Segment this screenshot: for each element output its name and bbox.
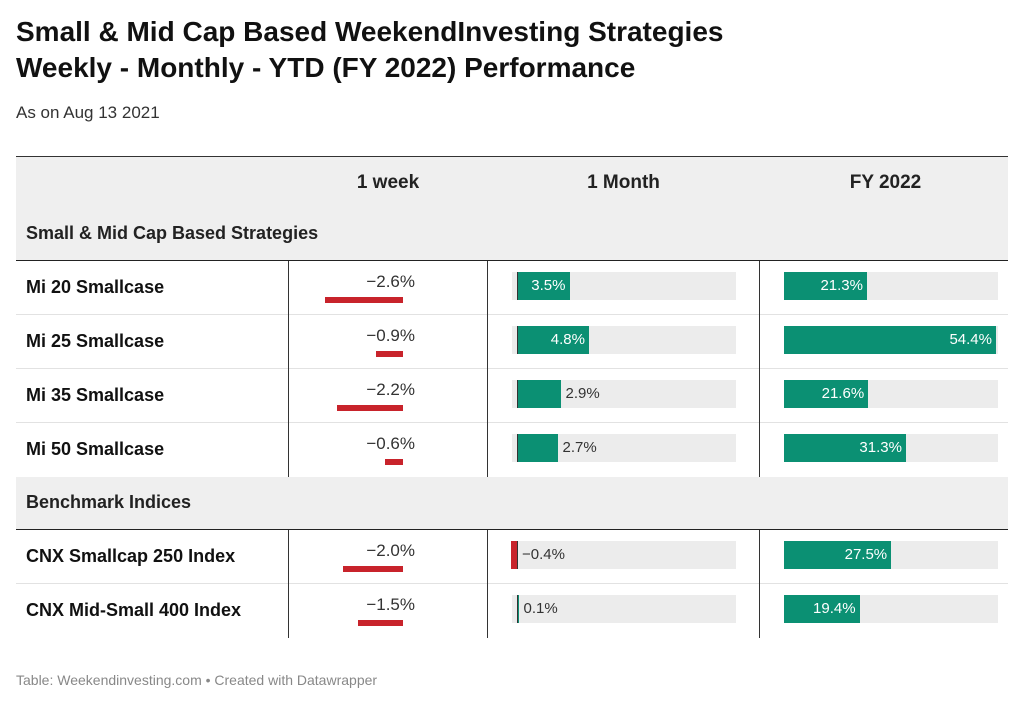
- fy-bar: [784, 380, 869, 408]
- week-bar: [337, 405, 403, 411]
- week-value-label: −1.5%: [366, 595, 415, 614]
- group-header: Benchmark Indices: [16, 477, 1008, 530]
- chart-subtitle: As on Aug 13 2021: [16, 103, 160, 122]
- table-row: CNX Mid-Small 400 Index −1.5% 0.1% 19.4%: [16, 584, 1008, 637]
- month-value-label: 2.7%: [562, 439, 597, 456]
- month-value-label: 4.8%: [550, 331, 585, 348]
- month-axis: [517, 595, 518, 623]
- table-row: CNX Smallcap 250 Index −2.0% −0.4% 27.5%: [16, 530, 1008, 584]
- column-separator: [759, 261, 760, 477]
- row-name: Mi 35 Smallcase: [26, 385, 165, 405]
- month-value-label: 0.1%: [523, 600, 558, 617]
- month-bar-background: [512, 595, 736, 623]
- month-bar: [517, 326, 589, 354]
- month-axis: [517, 326, 518, 354]
- column-separator: [759, 530, 760, 638]
- row-name: Mi 50 Smallcase: [26, 439, 165, 459]
- footer-credit: Table: Weekendinvesting.com • Created wi…: [16, 672, 378, 688]
- week-bar: [358, 620, 403, 626]
- column-separator: [288, 530, 289, 638]
- table-row: Mi 20 Smallcase −2.6% 3.5% 21.3%: [16, 261, 1008, 315]
- table-row: Mi 50 Smallcase −0.6% 2.7% 31.3%: [16, 423, 1008, 476]
- group-label: Small & Mid Cap Based Strategies: [26, 223, 319, 243]
- row-name: Mi 20 Smallcase: [26, 277, 165, 297]
- fy-bar: [784, 272, 867, 300]
- month-value-label: 3.5%: [531, 277, 566, 294]
- month-axis: [517, 380, 518, 408]
- week-value-label: −2.6%: [366, 272, 415, 291]
- week-value-label: −2.0%: [366, 541, 415, 560]
- table-header: 1 week 1 Month FY 2022: [16, 156, 1008, 209]
- month-value-label: 2.9%: [565, 385, 600, 402]
- fy-value-label: 21.6%: [821, 385, 865, 402]
- column-header-week: 1 week: [356, 172, 420, 193]
- chart-title: Small & Mid Cap Based WeekendInvesting S…: [16, 14, 1006, 86]
- row-name: Mi 25 Smallcase: [26, 331, 165, 351]
- column-separator: [487, 530, 488, 638]
- week-bar: [376, 351, 403, 357]
- month-axis: [517, 272, 518, 300]
- week-value-label: −0.6%: [366, 434, 415, 453]
- week-bar: [343, 566, 403, 572]
- month-bar: [517, 272, 570, 300]
- week-bar: [385, 459, 403, 465]
- month-bar: [517, 434, 558, 462]
- group-label: Benchmark Indices: [26, 492, 192, 512]
- fy-bar: [784, 595, 860, 623]
- fy-bar: [784, 326, 996, 354]
- title-line-1: Small & Mid Cap Based WeekendInvesting S…: [16, 16, 724, 47]
- column-header-month: 1 Month: [587, 172, 660, 193]
- row-name: CNX Mid-Small 400 Index: [26, 600, 242, 620]
- row-name: CNX Smallcap 250 Index: [26, 546, 236, 566]
- fy-bar: [784, 541, 892, 569]
- month-bar: [511, 541, 517, 569]
- week-value-label: −2.2%: [366, 380, 415, 399]
- fy-value-label: 21.3%: [820, 277, 863, 294]
- title-line-2: Weekly - Monthly - YTD (FY 2022) Perform…: [16, 52, 636, 83]
- month-axis: [517, 434, 518, 462]
- fy-value-label: 31.3%: [859, 439, 902, 456]
- fy-value-label: 19.4%: [813, 600, 856, 617]
- month-axis: [517, 541, 518, 569]
- table-row: Mi 35 Smallcase −2.2% 2.9% 21.6%: [16, 369, 1008, 423]
- week-value-label: −0.9%: [366, 326, 415, 345]
- fy-value-label: 54.4%: [949, 331, 992, 348]
- fy-bar: [784, 434, 906, 462]
- month-value-label: −0.4%: [522, 546, 565, 563]
- table-row: Mi 25 Smallcase −0.9% 4.8% 54.4%: [16, 315, 1008, 369]
- month-bar-background: [512, 541, 736, 569]
- month-bar: [517, 380, 561, 408]
- group-header: Small & Mid Cap Based Strategies: [16, 208, 1008, 261]
- column-separator: [487, 261, 488, 477]
- week-bar: [325, 297, 403, 303]
- column-separator: [288, 261, 289, 477]
- column-header-fy: FY 2022: [849, 172, 922, 193]
- fy-value-label: 27.5%: [844, 546, 888, 563]
- month-bar: [517, 595, 519, 623]
